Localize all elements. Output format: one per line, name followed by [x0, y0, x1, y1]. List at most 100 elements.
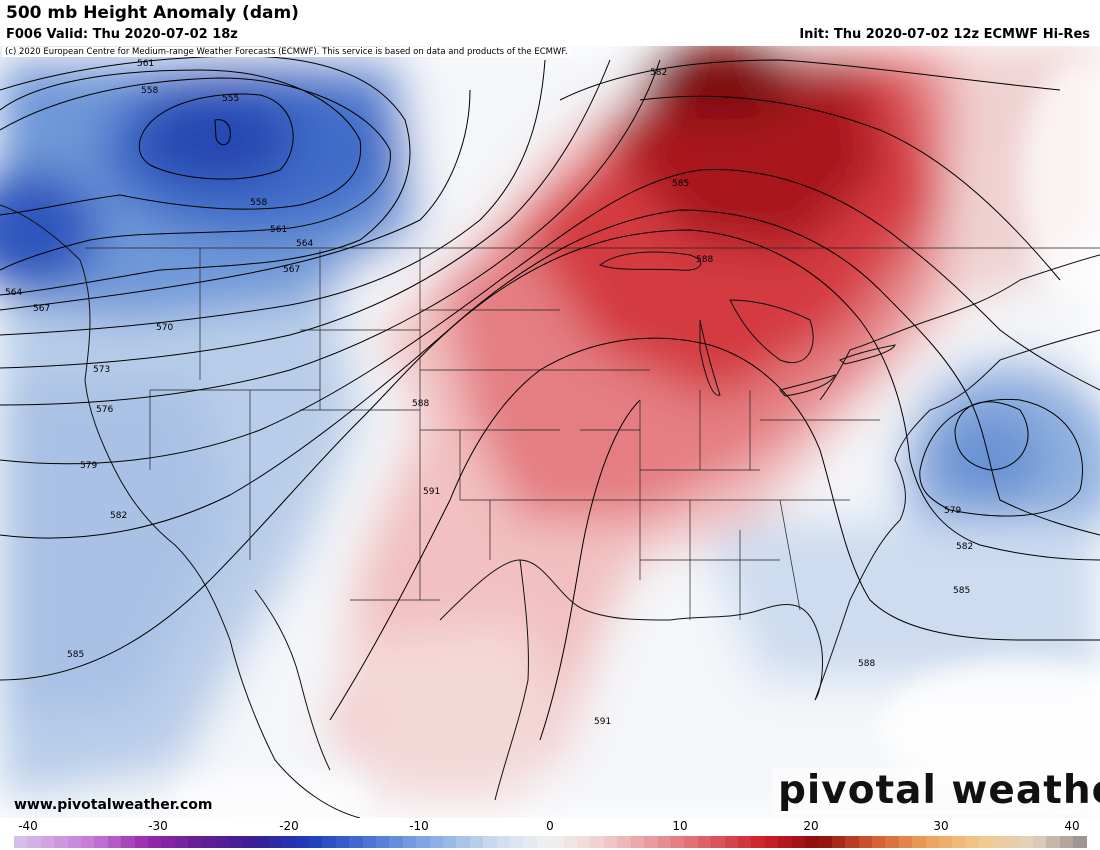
colorbar-cell — [778, 836, 792, 848]
colorbar-cell — [416, 836, 430, 848]
colorbar-cell — [375, 836, 390, 848]
colorbar-cell — [510, 836, 524, 848]
colorbar-cell — [952, 836, 966, 848]
colorbar-ticks: -40 -30 -20 -10 0 10 20 30 40 — [0, 819, 1100, 835]
colorbar-tick: 20 — [803, 819, 819, 833]
anomaly-map-svg: 561 558 555 558 561 564 567 564 567 570 … — [0, 46, 1100, 818]
anomaly-map[interactable]: 561 558 555 558 561 564 567 564 567 570 … — [0, 46, 1100, 818]
height-contours — [0, 55, 1100, 741]
colorbar-cell — [563, 836, 578, 848]
colorbar-cell — [94, 836, 108, 848]
contour-label: 561 — [270, 225, 287, 235]
colorbar-cell — [429, 836, 443, 848]
colorbar-cell — [148, 836, 162, 848]
colorbar-cell — [724, 836, 738, 848]
colorbar-cell — [228, 836, 242, 848]
brand-backdrop — [772, 768, 1098, 814]
colorbar-tick: 40 — [1064, 819, 1080, 833]
colorbar-cell — [979, 836, 993, 848]
colorbar-cell — [362, 836, 376, 848]
colorbar-tick: 30 — [933, 819, 949, 833]
colorbar-cell — [134, 836, 149, 848]
contour-label: 576 — [96, 405, 113, 415]
colorbar-cell — [684, 836, 698, 848]
colorbar-cell — [577, 836, 591, 848]
colorbar-tick: -20 — [279, 819, 299, 833]
colorbar-tick: -10 — [409, 819, 429, 833]
contour-label: 585 — [67, 650, 84, 660]
great-lakes — [598, 251, 896, 397]
colorbar-cell — [1073, 836, 1087, 848]
coastlines — [0, 204, 1100, 818]
contour-labels: 561 558 555 558 561 564 567 564 567 570 … — [5, 59, 973, 727]
colorbar-cell — [121, 836, 135, 848]
colorbar-cell — [630, 836, 645, 848]
colorbar-cell — [335, 836, 350, 848]
colorbar-cell — [14, 836, 28, 848]
colorbar-cell — [697, 836, 712, 848]
contour-label: 555 — [222, 94, 239, 104]
contour-label: 588 — [412, 399, 429, 409]
colorbar-cell — [1059, 836, 1074, 848]
contour-label: 573 — [93, 365, 110, 375]
colorbar-cell — [791, 836, 805, 848]
neutral-patches — [170, 60, 1100, 818]
colorbar-cell — [737, 836, 752, 848]
colorbar-cell — [1032, 836, 1047, 848]
colorbar-cell — [751, 836, 765, 848]
contour-label: 558 — [250, 198, 267, 208]
state-borders — [85, 247, 1100, 620]
colorbar-cell — [54, 836, 68, 848]
colorbar-cell — [295, 836, 309, 848]
colorbar-cell — [469, 836, 484, 848]
colorbar-cell — [1006, 836, 1020, 848]
colorbar-cell — [617, 836, 631, 848]
contour-label: 561 — [137, 59, 154, 69]
colorbar-cell — [496, 836, 511, 848]
colorbar-cell — [402, 836, 417, 848]
colorbar-cell — [483, 836, 497, 848]
copyright-notice: (c) 2020 European Centre for Medium-rang… — [2, 47, 571, 57]
colorbar-cell — [1046, 836, 1060, 848]
colorbar-cell — [27, 836, 41, 848]
colorbar-cell — [711, 836, 725, 848]
colorbar-cell — [965, 836, 980, 848]
contour-label: 564 — [296, 239, 313, 249]
colorbar-cell — [831, 836, 846, 848]
colorbar-cell — [282, 836, 296, 848]
colorbar-cell — [215, 836, 229, 848]
colorbar-cell — [443, 836, 457, 848]
contour-label: 564 — [5, 288, 22, 298]
colorbar-cell — [1019, 836, 1033, 848]
contour-label: 582 — [110, 511, 127, 521]
contour-label: 567 — [283, 265, 300, 275]
colorbar-cell — [40, 836, 55, 848]
colorbar-cell — [161, 836, 175, 848]
colorbar-cell — [764, 836, 779, 848]
colorbar-cell — [188, 836, 202, 848]
colorbar-cell — [308, 836, 323, 848]
colorbar-cell — [992, 836, 1007, 848]
valid-time: F006 Valid: Thu 2020-07-02 18z — [6, 27, 238, 42]
colorbar-cell — [201, 836, 216, 848]
contour-label: 591 — [423, 487, 440, 497]
colorbar-cell — [885, 836, 899, 848]
colorbar-cell — [858, 836, 872, 848]
colorbar-cell — [389, 836, 403, 848]
header: 500 mb Height Anomaly (dam) F006 Valid: … — [0, 0, 1100, 46]
website-link[interactable]: www.pivotalweather.com — [14, 797, 213, 813]
colorbar-cell — [255, 836, 269, 848]
colorbar-cell — [81, 836, 95, 848]
contour-label: 567 — [33, 304, 50, 314]
colorbar-tick: -40 — [18, 819, 38, 833]
brand-logo: pivotal weather — [778, 768, 1100, 813]
contour-label: 579 — [80, 461, 97, 471]
colorbar-cell — [804, 836, 819, 848]
colorbar-cell — [925, 836, 940, 848]
contour-label: 570 — [156, 323, 173, 333]
contour-label: 591 — [594, 717, 611, 727]
contour-label: 558 — [141, 86, 158, 96]
colorbar-cell — [523, 836, 537, 848]
map-title: 500 mb Height Anomaly (dam) — [6, 3, 299, 23]
